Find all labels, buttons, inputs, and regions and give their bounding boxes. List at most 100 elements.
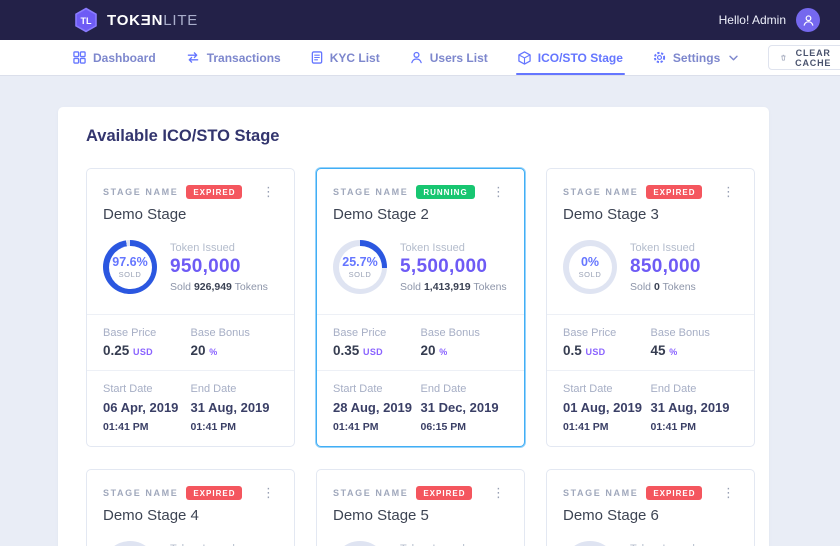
nav-label: Users List	[429, 50, 488, 65]
stage-title: Demo Stage	[103, 206, 187, 223]
stage-chart-row: 97.6% SOLD Token Issued 950,000 Sold 926…	[87, 223, 294, 314]
card-header: STAGE NAME EXPIRED ⋮ Demo Stage	[87, 169, 294, 223]
stage-card: STAGE NAME EXPIRED ⋮ Demo Stage 5 0% SOL…	[316, 469, 525, 546]
kebab-menu-icon[interactable]: ⋮	[722, 485, 735, 501]
nav-item-users-list[interactable]: Users List	[410, 40, 488, 75]
start-date-value: 28 Aug, 2019 01:41 PM	[333, 400, 413, 433]
start-date-label: Start Date	[103, 383, 153, 395]
stage-chart-row: 0% SOLD Token Issued 850,000 Sold 0 Toke…	[87, 524, 294, 546]
kebab-menu-icon[interactable]: ⋮	[262, 184, 275, 199]
sold-donut-chart: 97.6% SOLD	[103, 240, 157, 294]
status-badge: EXPIRED	[186, 184, 243, 199]
nav-label: Dashboard	[93, 50, 156, 65]
base-price-value: 0.35 USD	[333, 343, 383, 358]
stage-chart-row: 0% SOLD Token Issued 850,000 Sold 0 Toke…	[547, 524, 754, 546]
stage-card: STAGE NAME EXPIRED ⋮ Demo Stage 4 0% SOL…	[86, 469, 295, 546]
token-issued-value: 850,000	[630, 255, 701, 277]
stage-name-label: STAGE NAME	[103, 487, 179, 498]
nav-label: ICO/STO Stage	[537, 50, 623, 65]
end-date-value: 31 Aug, 2019 01:41 PM	[190, 400, 270, 433]
stage-title: Demo Stage 3	[563, 206, 659, 223]
nav-item-transactions[interactable]: Transactions	[186, 40, 281, 75]
stage-name-label: STAGE NAME	[333, 186, 409, 197]
nav-item-ico-sto-stage[interactable]: ICO/STO Stage	[515, 40, 626, 75]
nav-item-settings[interactable]: Settings	[653, 40, 738, 75]
greeting-text: Hello! Admin	[718, 13, 786, 27]
transfer-arrows-icon	[187, 52, 198, 63]
price-bonus-row: Base Price 0.5 USD Base Bonus 45 %	[547, 314, 754, 370]
chevron-down-icon	[729, 55, 738, 60]
dates-row: Start Date 01 Aug, 2019 01:41 PM End Dat…	[547, 370, 754, 446]
sold-donut-chart: 0% SOLD	[563, 541, 617, 546]
sold-tokens-line: Sold 1,413,919 Tokens	[400, 280, 507, 293]
nav-item-kyc-list[interactable]: KYC List	[311, 40, 380, 75]
dates-row: Start Date 28 Aug, 2019 01:41 PM End Dat…	[317, 370, 524, 446]
stage-name-label: STAGE NAME	[563, 186, 639, 197]
gear-icon	[653, 51, 666, 64]
end-date-label: End Date	[650, 383, 697, 395]
base-price-label: Base Price	[103, 327, 157, 339]
kebab-menu-icon[interactable]: ⋮	[722, 184, 735, 199]
nav-label: Transactions	[206, 50, 281, 65]
sold-mini-label: SOLD	[348, 270, 372, 279]
sold-percent: 0%	[580, 255, 600, 269]
stage-name-label: STAGE NAME	[563, 487, 639, 498]
stages-panel: Available ICO/STO Stage STAGE NAME EXPIR…	[58, 107, 769, 546]
end-date-value: 31 Aug, 2019 01:41 PM	[650, 400, 730, 433]
sold-tokens-line: Sold 926,949 Tokens	[170, 280, 268, 293]
nav-label: KYC List	[329, 50, 380, 65]
clear-cache-label: CLEAR CACHE	[795, 47, 832, 68]
avatar[interactable]	[796, 8, 820, 32]
sold-tokens-line: Sold 0 Tokens	[630, 280, 696, 293]
base-price-value: 0.5 USD	[563, 343, 606, 358]
cube-icon	[518, 50, 531, 65]
end-date-value: 31 Dec, 2019 06:15 PM	[420, 400, 499, 433]
card-header: STAGE NAME EXPIRED ⋮ Demo Stage 6	[547, 470, 754, 524]
stage-card: STAGE NAME EXPIRED ⋮ Demo Stage 3 0% SOL…	[546, 168, 755, 448]
stage-cards-grid: STAGE NAME EXPIRED ⋮ Demo Stage 97.6% SO…	[86, 168, 755, 546]
end-date-label: End Date	[420, 383, 467, 395]
end-date-label: End Date	[190, 383, 237, 395]
stage-title: Demo Stage 5	[333, 507, 429, 525]
nav-item-dashboard[interactable]: Dashboard	[73, 40, 156, 75]
start-date-label: Start Date	[563, 383, 613, 395]
stage-title: Demo Stage 4	[103, 507, 199, 525]
clear-cache-button[interactable]: CLEAR CACHE	[768, 45, 840, 70]
user-menu[interactable]: Hello! Admin	[719, 8, 820, 32]
token-issued-label: Token Issued	[170, 241, 235, 254]
token-issued-label: Token Issued	[400, 241, 465, 254]
stage-title: Demo Stage 2	[333, 206, 429, 223]
token-issued-value: 5,500,000	[400, 255, 488, 277]
base-bonus-value: 20 %	[190, 343, 218, 358]
stage-name-label: STAGE NAME	[333, 487, 409, 498]
base-price-label: Base Price	[563, 327, 617, 339]
sold-donut-chart: 0% SOLD	[333, 541, 387, 546]
main-nav: Dashboard Transactions KYC List Users Li…	[0, 40, 840, 75]
sold-percent: 97.6%	[112, 255, 148, 269]
kebab-menu-icon[interactable]: ⋮	[262, 485, 275, 501]
stage-card: STAGE NAME EXPIRED ⋮ Demo Stage 97.6% SO…	[86, 168, 295, 448]
token-issued-value: 950,000	[170, 255, 241, 277]
svg-text:TL: TL	[81, 16, 92, 26]
kebab-menu-icon[interactable]: ⋮	[492, 184, 505, 199]
stage-card: STAGE NAME EXPIRED ⋮ Demo Stage 6 0% SOL…	[546, 469, 755, 546]
card-header: STAGE NAME EXPIRED ⋮ Demo Stage 3	[547, 169, 754, 223]
tokenlite-logo-icon: TL	[75, 7, 97, 33]
kebab-menu-icon[interactable]: ⋮	[492, 485, 505, 501]
brand-wordmark: TOKƎNLITE	[107, 11, 199, 29]
status-badge: EXPIRED	[646, 485, 703, 500]
stage-chart-row: 0% SOLD Token Issued 850,000 Sold 0 Toke…	[317, 524, 524, 546]
stage-name-label: STAGE NAME	[103, 186, 179, 197]
base-bonus-label: Base Bonus	[190, 327, 250, 339]
base-bonus-label: Base Bonus	[650, 327, 710, 339]
brand-logo[interactable]: TL TOKƎNLITE	[73, 7, 198, 33]
top-header: TL TOKƎNLITE Hello! Admin	[0, 0, 840, 40]
user-icon	[803, 14, 813, 26]
sold-donut-chart: 0% SOLD	[103, 541, 157, 546]
status-badge: EXPIRED	[186, 485, 243, 500]
status-badge: EXPIRED	[646, 184, 703, 199]
content-area: Available ICO/STO Stage STAGE NAME EXPIR…	[0, 75, 840, 546]
sold-mini-label: SOLD	[118, 270, 142, 279]
price-bonus-row: Base Price 0.35 USD Base Bonus 20 %	[317, 314, 524, 370]
start-date-label: Start Date	[333, 383, 383, 395]
